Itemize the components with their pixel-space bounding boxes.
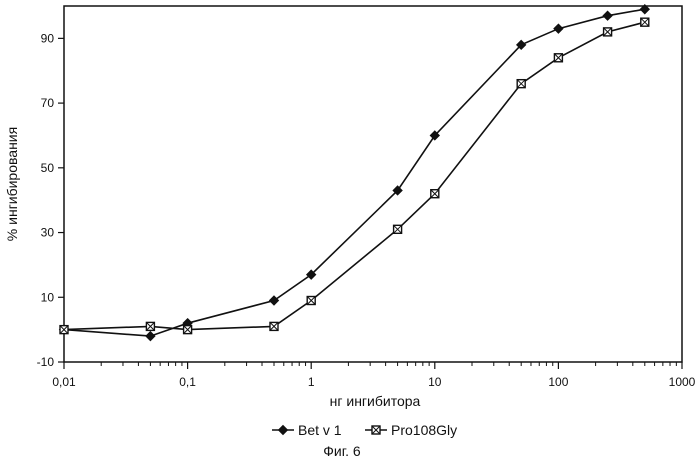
- x-axis: 0,01 0,1 1 10 100 1000: [52, 362, 696, 389]
- data-point: [553, 53, 564, 63]
- data-point: [639, 4, 650, 15]
- data-point: [553, 23, 564, 34]
- x-tick-label: 1: [308, 375, 315, 389]
- marker-cross: [516, 79, 526, 89]
- marker-cross: [183, 325, 192, 334]
- data-point: [269, 321, 279, 332]
- y-axis-title: % ингибирования: [4, 127, 20, 241]
- data-point: [602, 27, 613, 37]
- data-point: [182, 324, 193, 335]
- x-tick-label: 10: [428, 375, 442, 389]
- series-line: [63, 21, 646, 331]
- data-point: [305, 269, 317, 280]
- marker-cross: [603, 27, 612, 37]
- marker-cross: [146, 322, 155, 331]
- data-point: [392, 185, 403, 196]
- y-tick-label: 50: [41, 161, 55, 175]
- data-point: [306, 295, 316, 306]
- legend: Bet v 1 Pro108Gly: [272, 422, 457, 438]
- legend-label: Pro108Gly: [391, 422, 457, 438]
- y-tick-label: 90: [41, 31, 55, 45]
- data-point: [516, 78, 526, 89]
- marker-cross: [269, 322, 279, 331]
- legend-marker: [371, 425, 381, 435]
- y-tick-label: 70: [41, 96, 55, 110]
- data-point: [145, 330, 156, 342]
- x-tick-label: 0,01: [52, 375, 76, 389]
- figure-caption: Фиг. 6: [323, 443, 361, 459]
- data-point: [268, 295, 280, 306]
- marker-cross: [430, 189, 440, 199]
- x-tick-label: 100: [548, 375, 568, 389]
- marker-cross: [393, 224, 402, 234]
- series-2: [59, 17, 650, 335]
- y-axis: -10 10 30 50 70 90: [37, 31, 64, 369]
- plot-area: [63, 5, 683, 363]
- x-axis-title: нг ингибитора: [330, 393, 421, 409]
- y-tick-label: -10: [37, 355, 55, 369]
- y-tick-label: 10: [41, 290, 55, 304]
- data-point: [640, 17, 650, 27]
- marker-cross: [640, 17, 650, 27]
- data-point: [145, 321, 156, 332]
- data-point: [59, 324, 69, 335]
- legend-item-1: Bet v 1: [272, 422, 342, 438]
- plot-frame: [63, 5, 683, 363]
- legend-marker: [277, 424, 289, 436]
- x-tick-label: 0,1: [179, 375, 196, 389]
- marker-cross: [306, 296, 316, 305]
- legend-item-2: Pro108Gly: [365, 422, 457, 438]
- y-tick-label: 30: [41, 226, 55, 240]
- data-point: [602, 10, 613, 21]
- marker-cross: [554, 53, 563, 63]
- series-1: [58, 4, 650, 342]
- data-point: [430, 189, 440, 199]
- x-tick-label: 1000: [669, 375, 696, 389]
- legend-label: Bet v 1: [298, 422, 342, 438]
- data-point: [429, 130, 441, 141]
- data-point: [515, 39, 527, 51]
- series-layer: [58, 4, 650, 342]
- marker-cross: [371, 425, 381, 435]
- data-point: [392, 224, 403, 235]
- marker-cross: [59, 325, 69, 334]
